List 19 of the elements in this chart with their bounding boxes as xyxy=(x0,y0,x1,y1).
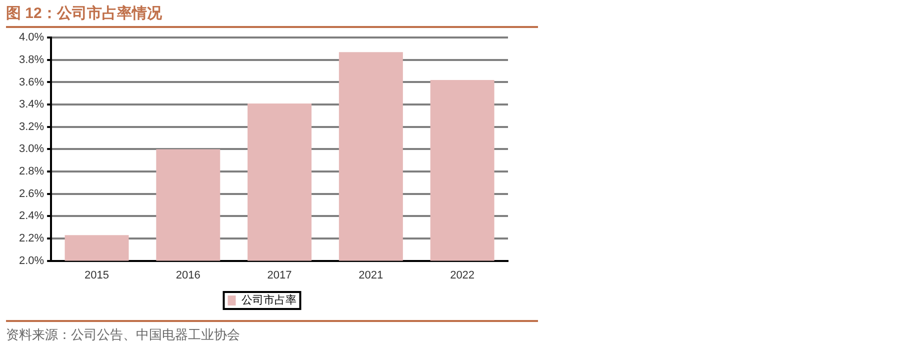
y-tick-label: 2.0% xyxy=(18,254,44,267)
x-tick-label: 2016 xyxy=(176,269,200,282)
x-tick-label: 2017 xyxy=(267,269,292,282)
y-tick-label: 3.2% xyxy=(18,120,44,133)
y-tick-label: 3.6% xyxy=(18,76,44,88)
y-tick-label: 2.4% xyxy=(18,210,44,222)
text: 资料来源：公司公告、中国电器工业协会 xyxy=(6,326,241,344)
y-tick-label: 4.0% xyxy=(18,32,44,44)
y-tick-label: 2.6% xyxy=(18,188,44,200)
x-tick-label: 2022 xyxy=(450,269,475,282)
y-tick-label: 3.8% xyxy=(18,54,44,66)
x-tick-label: 2021 xyxy=(358,269,384,282)
legend-label: 公司市占率 xyxy=(241,294,296,307)
y-tick-label: 2.8% xyxy=(18,166,44,178)
y-tick-label: 2.2% xyxy=(18,232,44,245)
chart-title: 图 12：公司市占率情况 xyxy=(6,4,538,28)
x-tick-label: 2015 xyxy=(84,269,110,282)
y-tick-label: 3.4% xyxy=(18,98,44,111)
y-tick-label: 3.0% xyxy=(18,143,44,156)
